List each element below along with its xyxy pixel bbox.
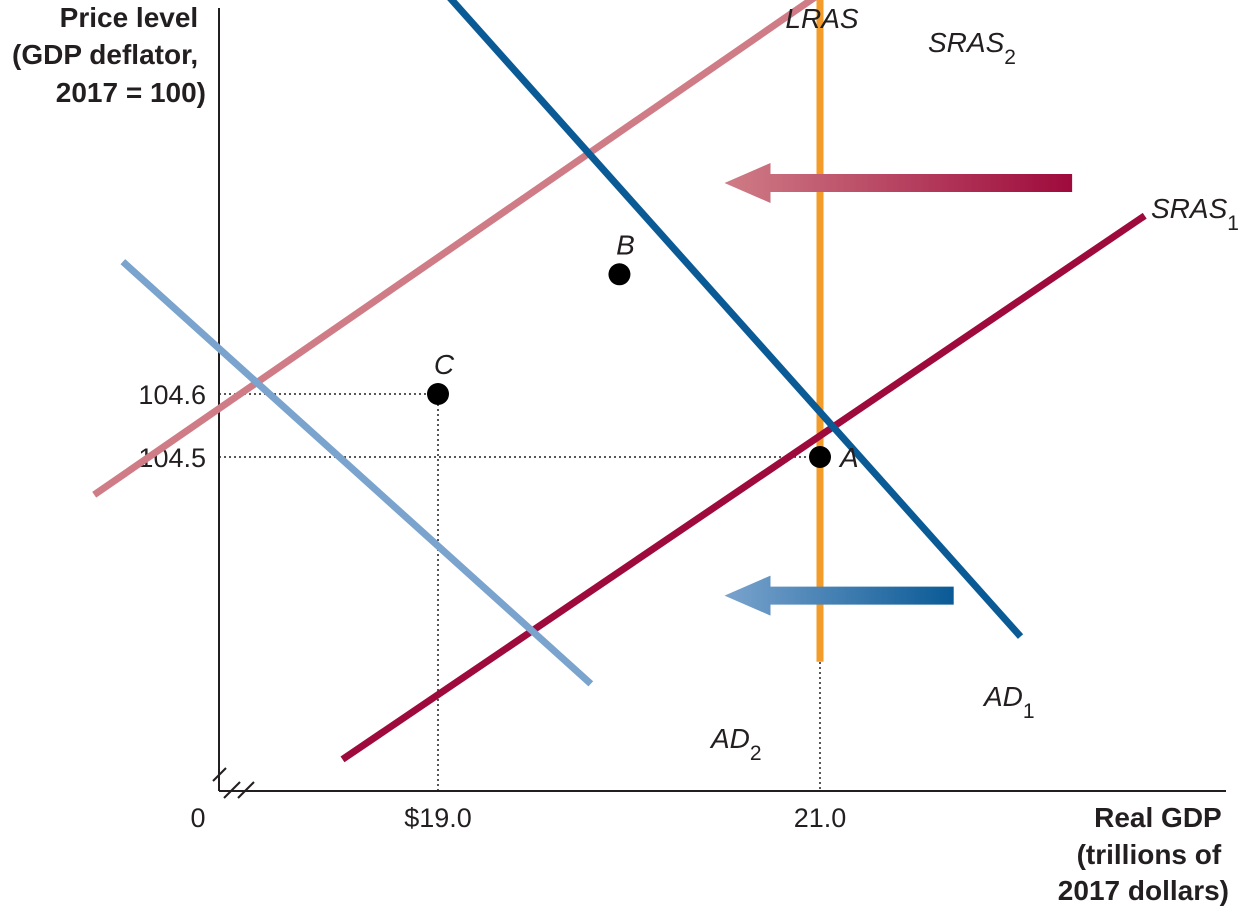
- point-b-label: B: [616, 229, 635, 260]
- sras2-curve: [92, 0, 818, 498]
- ad2-curve: [120, 259, 594, 687]
- y-axis-title-line-2: (GDP deflator,: [12, 39, 198, 70]
- ad2-label: AD2: [709, 723, 762, 765]
- x-axis-title-line-1: Real GDP: [1094, 802, 1221, 833]
- lras-label: LRAS: [785, 3, 858, 34]
- y-axis-title-line-1: Price level: [60, 2, 199, 33]
- ad1-label: AD1: [982, 681, 1035, 723]
- ad-shift-arrow-icon: [724, 575, 954, 616]
- point-a-marker: [809, 446, 831, 468]
- x-axis-title-line-3: 2017 dollars): [1058, 875, 1229, 906]
- curves: [92, 0, 1147, 763]
- sras2-label: SRAS2: [928, 27, 1016, 69]
- point-b-marker: [608, 263, 631, 286]
- sras-shift-arrow-icon: [724, 162, 1073, 203]
- y-axis-title: Price level (GDP deflator, 2017 = 100): [12, 2, 206, 108]
- shift-arrows: [724, 162, 1073, 616]
- x-tick-label: 21.0: [794, 803, 847, 833]
- y-tick-label: 104.6: [138, 380, 206, 410]
- point-a-label: A: [838, 442, 859, 473]
- x-axis-title: Real GDP (trillions of 2017 dollars): [1058, 802, 1229, 906]
- point-c-label: C: [434, 349, 455, 380]
- x-axis-title-line-2: (trillions of: [1077, 839, 1222, 870]
- y-axis-title-line-3: 2017 = 100): [56, 77, 206, 108]
- sras1-curve: [340, 212, 1147, 763]
- equilibrium-points: A B C: [427, 229, 859, 473]
- point-c-marker: [427, 383, 449, 405]
- sras1-label: SRAS1: [1151, 193, 1239, 235]
- x-tick-label: $19.0: [404, 803, 472, 833]
- axis-break-icon: [212, 767, 255, 799]
- curve-labels: LRAS SRAS1 SRAS2 AD1 AD2: [709, 3, 1239, 765]
- ad1-curve: [447, 0, 1024, 639]
- origin-label: 0: [190, 803, 205, 833]
